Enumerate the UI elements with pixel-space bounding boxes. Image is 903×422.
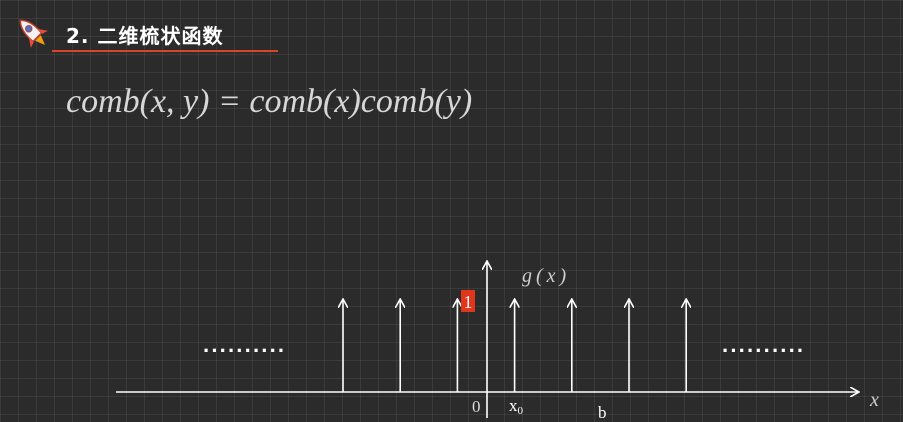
section-header [12,12,54,54]
title-underline [52,50,278,52]
x0-label-subscript: 0 [518,405,524,417]
impulse-height-label: 1 [464,292,473,312]
y-axis-label: g(x) [522,265,570,287]
impulse-train [343,300,686,392]
right-ellipsis: ·········· [722,338,805,363]
section-title: 2. 二维梳状函数 [66,24,224,48]
impulse-height-label-box [461,290,475,312]
origin-label: 0 [472,397,481,416]
left-ellipsis: ·········· [203,338,286,363]
x-axis-label: x [869,389,879,411]
b-label: b [598,403,607,422]
x0-label-base: x [509,396,518,415]
x0-label: x0 [509,396,524,417]
rocket-icon [19,19,48,48]
formula: comb(x, y) = comb(x)comb(y) [66,83,473,120]
